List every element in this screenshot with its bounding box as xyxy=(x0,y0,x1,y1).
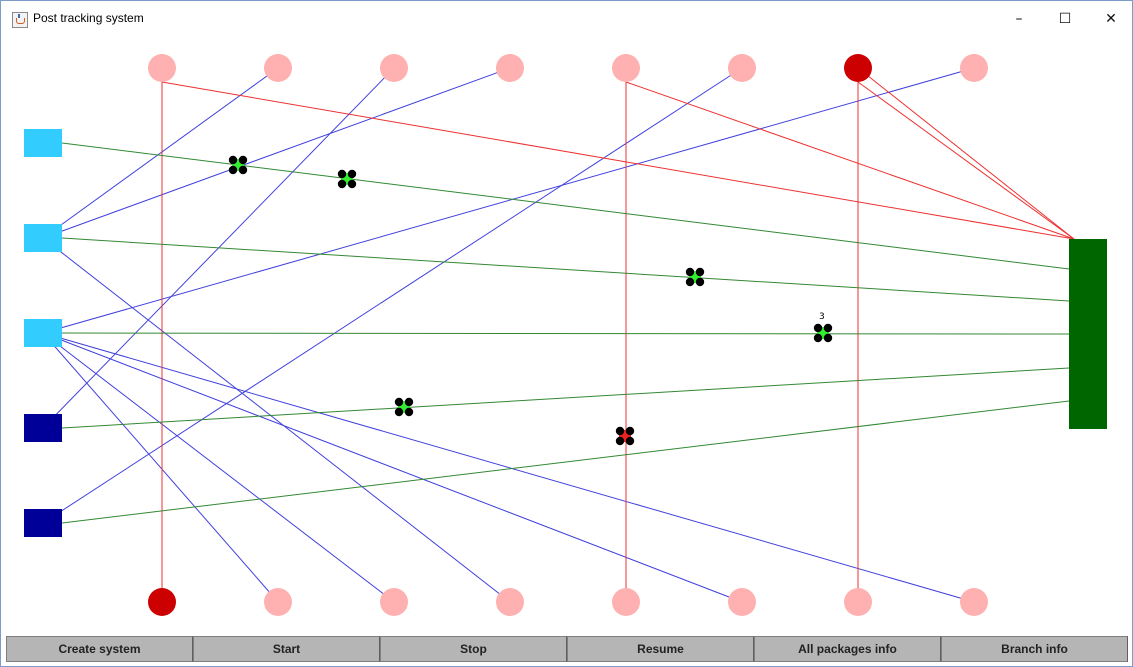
package-marker xyxy=(394,397,414,417)
package-dot xyxy=(813,333,823,343)
package-dot xyxy=(823,333,833,343)
package-dot xyxy=(337,179,347,189)
red-routes xyxy=(161,67,1075,591)
green-route-line xyxy=(61,142,1070,270)
delivery-point-bottom xyxy=(844,588,872,616)
branches xyxy=(24,129,1107,537)
red-route-line xyxy=(857,67,1075,240)
all-packages-info-button[interactable]: All packages info xyxy=(754,636,941,662)
package-dot xyxy=(615,436,625,446)
window-title: Post tracking system xyxy=(33,11,144,25)
red-route-line xyxy=(857,81,1075,240)
green-routes xyxy=(61,142,1070,524)
green-route-line xyxy=(61,367,1070,429)
delivery-point-bottom xyxy=(496,588,524,616)
package-count-label: 3 xyxy=(819,312,825,322)
blue-route-line xyxy=(42,67,743,524)
maximize-button[interactable]: ☐ xyxy=(1058,11,1072,27)
delivery-points xyxy=(148,54,988,616)
create-system-button[interactable]: Create system xyxy=(6,636,193,662)
package-dot xyxy=(823,323,833,333)
stop-button[interactable]: Stop xyxy=(380,636,567,662)
package-dot xyxy=(685,277,695,287)
package-dot xyxy=(615,426,625,436)
delivery-point-bottom xyxy=(960,588,988,616)
branch-square xyxy=(24,319,62,347)
blue-route-line xyxy=(42,67,279,239)
delivery-point-bottom xyxy=(264,588,292,616)
branch-square xyxy=(24,509,62,537)
control-toolbar: Create system Start Stop Resume All pack… xyxy=(6,636,1128,662)
start-button[interactable]: Start xyxy=(193,636,380,662)
package-dot xyxy=(404,397,414,407)
package-dot xyxy=(238,155,248,165)
title-bar[interactable]: Post tracking system – ☐ ✕ xyxy=(1,1,1132,37)
package-dot xyxy=(347,169,357,179)
red-route-line xyxy=(625,81,1075,240)
blue-route-line xyxy=(42,332,279,603)
blue-routes xyxy=(42,67,975,603)
blue-route-line xyxy=(42,67,975,334)
delivery-point-bottom xyxy=(728,588,756,616)
package-dot xyxy=(813,323,823,333)
package-dot xyxy=(625,426,635,436)
package-dot xyxy=(394,397,404,407)
resume-button[interactable]: Resume xyxy=(567,636,754,662)
branch-square xyxy=(24,224,62,252)
delivery-point-top xyxy=(496,54,524,82)
green-route-line xyxy=(61,400,1070,524)
delivery-point-top xyxy=(380,54,408,82)
delivery-point-bottom xyxy=(148,588,176,616)
delivery-point-bottom xyxy=(380,588,408,616)
branch-square xyxy=(24,129,62,157)
package-marker xyxy=(615,426,635,446)
delivery-point-top xyxy=(960,54,988,82)
green-route-line xyxy=(61,237,1070,302)
packages xyxy=(228,155,833,446)
blue-route-line xyxy=(42,332,395,603)
sorting-hub xyxy=(1069,239,1107,429)
package-dot xyxy=(228,165,238,175)
delivery-point-bottom xyxy=(612,588,640,616)
tracking-canvas[interactable]: 3 xyxy=(1,37,1132,635)
delivery-point-top xyxy=(612,54,640,82)
package-marker xyxy=(685,267,705,287)
package-marker xyxy=(813,323,833,343)
branch-square xyxy=(24,414,62,442)
package-dot xyxy=(625,436,635,446)
package-dot xyxy=(347,179,357,189)
blue-route-line xyxy=(42,332,975,603)
delivery-point-top xyxy=(148,54,176,82)
close-button[interactable]: ✕ xyxy=(1105,11,1117,27)
package-dot xyxy=(394,407,404,417)
blue-route-line xyxy=(42,237,511,603)
delivery-point-top xyxy=(264,54,292,82)
package-dot xyxy=(337,169,347,179)
blue-route-line xyxy=(42,332,743,603)
delivery-point-top xyxy=(844,54,872,82)
blue-route-line xyxy=(42,67,511,239)
package-marker xyxy=(337,169,357,189)
package-dot xyxy=(695,267,705,277)
branch-info-button[interactable]: Branch info xyxy=(941,636,1128,662)
red-route-line xyxy=(161,81,1075,240)
minimize-button[interactable]: – xyxy=(1015,11,1023,27)
package-marker xyxy=(228,155,248,175)
green-route-line xyxy=(61,332,1070,335)
post-network-map: 3 xyxy=(24,54,1107,616)
java-app-icon xyxy=(12,12,28,28)
package-dot xyxy=(238,165,248,175)
package-dot xyxy=(685,267,695,277)
package-dot xyxy=(228,155,238,165)
package-dot xyxy=(695,277,705,287)
delivery-point-top xyxy=(728,54,756,82)
package-dot xyxy=(404,407,414,417)
